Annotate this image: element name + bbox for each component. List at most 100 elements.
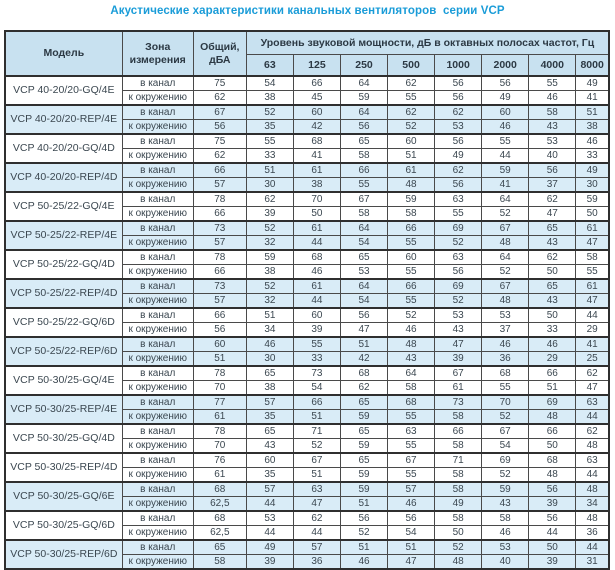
- level-cell: 46: [575, 133, 610, 149]
- level-cell: 56: [339, 119, 389, 135]
- zone-cell: в канал: [121, 104, 194, 120]
- level-cell: 56: [434, 75, 483, 91]
- level-cell: 43: [245, 438, 294, 454]
- table-row: VCP 50-30/25-GQ/6E в канал 68 57 63 59 57 58 59 5…: [4, 481, 610, 512]
- level-cell: 55: [292, 336, 341, 352]
- level-cell: 38: [292, 177, 341, 193]
- table-row: VCP 50-30/25-GQ/4E в канал 78 65 73 68 64 67 68 6…: [4, 365, 610, 396]
- level-cell: 47: [575, 293, 610, 309]
- level-cell: 62: [575, 365, 610, 381]
- level-cell: 35: [245, 119, 294, 135]
- column-header-freq-2000: 2000: [481, 54, 530, 77]
- level-cell: 51: [292, 467, 341, 483]
- table-row: VCP 50-30/25-GQ/4D в канал 78 65 71 65 63 66 67 6…: [4, 423, 610, 454]
- level-cell: 64: [481, 191, 530, 207]
- table-row: VCP 50-25/22-REP/4D в канал 73 52 61 64 66 69 67…: [4, 278, 610, 309]
- level-cell: 51: [339, 496, 389, 512]
- level-cell: 51: [245, 307, 294, 323]
- level-cell: 55: [387, 438, 436, 454]
- zone-cell: к окружению: [121, 438, 194, 454]
- level-cell: 55: [575, 264, 610, 280]
- level-cell: 65: [245, 365, 294, 381]
- level-cell: 58: [528, 104, 577, 120]
- level-cell: 58: [434, 438, 483, 454]
- total-cell: 62: [192, 90, 247, 106]
- table-row: к окружению 70 43 52 59 55 58 54 50 48: [5, 438, 610, 454]
- level-cell: 70: [481, 394, 530, 410]
- table-row: к окружению 51 30 33 42 43 39 36 29 25: [5, 351, 610, 367]
- level-cell: 45: [292, 90, 341, 106]
- column-header-zone: Зона измерения: [121, 30, 194, 77]
- total-cell: 66: [192, 264, 247, 280]
- total-cell: 68: [192, 510, 247, 526]
- level-cell: 50: [528, 307, 577, 323]
- total-cell: 57: [192, 235, 247, 251]
- total-cell: 65: [192, 539, 247, 555]
- level-cell: 67: [387, 452, 436, 468]
- level-cell: 36: [575, 525, 610, 541]
- level-cell: 56: [528, 510, 577, 526]
- level-cell: 57: [245, 481, 294, 497]
- table-row: VCP 50-25/22-GQ/4D в канал 78 59 68 65 60 63 64 6…: [4, 249, 610, 280]
- level-cell: 46: [481, 119, 530, 135]
- level-cell: 64: [339, 278, 389, 294]
- level-cell: 42: [292, 119, 341, 135]
- level-cell: 60: [387, 133, 436, 149]
- level-cell: 46: [387, 322, 436, 338]
- table-row: к окружению 66 39 50 58 58 55 52 47 50: [5, 206, 610, 222]
- level-cell: 53: [434, 119, 483, 135]
- model-cell: VCP 50-25/22-GQ/4E: [4, 191, 123, 222]
- level-cell: 38: [245, 90, 294, 106]
- level-cell: 50: [575, 206, 610, 222]
- level-cell: 67: [339, 191, 389, 207]
- level-cell: 66: [387, 278, 436, 294]
- column-header-model: Модель: [4, 30, 123, 77]
- level-cell: 46: [292, 264, 341, 280]
- total-cell: 60: [192, 336, 247, 352]
- level-cell: 51: [528, 380, 577, 396]
- level-cell: 64: [387, 365, 436, 381]
- level-cell: 56: [339, 510, 389, 526]
- table-row: к окружению 70 38 54 62 58 61 55 51 47: [5, 380, 610, 396]
- level-cell: 55: [387, 467, 436, 483]
- total-cell: 66: [192, 206, 247, 222]
- total-cell: 62,5: [192, 525, 247, 541]
- level-cell: 53: [481, 307, 530, 323]
- level-cell: 52: [481, 206, 530, 222]
- level-cell: 50: [528, 264, 577, 280]
- table-row: VCP 50-30/25-REP/4E в канал 77 57 66 65 68 73 70…: [4, 394, 610, 425]
- level-cell: 46: [387, 496, 436, 512]
- table-row: к окружению 57 32 44 54 55 52 48 43 47: [5, 235, 610, 251]
- level-cell: 46: [528, 90, 577, 106]
- total-cell: 56: [192, 119, 247, 135]
- level-cell: 47: [528, 206, 577, 222]
- column-header-freq-4000: 4000: [528, 54, 577, 77]
- level-cell: 46: [481, 525, 530, 541]
- level-cell: 48: [434, 554, 483, 570]
- level-cell: 66: [339, 162, 389, 178]
- level-cell: 35: [245, 467, 294, 483]
- level-cell: 49: [575, 75, 610, 91]
- level-cell: 69: [528, 394, 577, 410]
- model-cell: VCP 50-30/25-REP/6D: [4, 539, 123, 570]
- level-cell: 44: [245, 525, 294, 541]
- table-row: к окружению 58 39 36 46 47 48 40 39 31: [5, 554, 610, 570]
- total-cell: 61: [192, 409, 247, 425]
- level-cell: 30: [575, 177, 610, 193]
- level-cell: 34: [245, 322, 294, 338]
- model-cell: VCP 50-25/22-REP/4E: [4, 220, 123, 251]
- column-header-freq-500: 500: [387, 54, 436, 77]
- table-row: VCP 50-25/22-REP/6D в канал 60 46 55 51 48 47 46…: [4, 336, 610, 367]
- level-cell: 62: [434, 104, 483, 120]
- zone-cell: в канал: [121, 423, 194, 439]
- level-cell: 71: [434, 452, 483, 468]
- level-cell: 39: [528, 554, 577, 570]
- level-cell: 54: [292, 380, 341, 396]
- level-cell: 55: [245, 133, 294, 149]
- level-cell: 50: [528, 539, 577, 555]
- level-cell: 52: [245, 104, 294, 120]
- level-cell: 40: [528, 148, 577, 164]
- model-cell: VCP 50-25/22-REP/6D: [4, 336, 123, 367]
- zone-cell: в канал: [121, 220, 194, 236]
- level-cell: 47: [575, 380, 610, 396]
